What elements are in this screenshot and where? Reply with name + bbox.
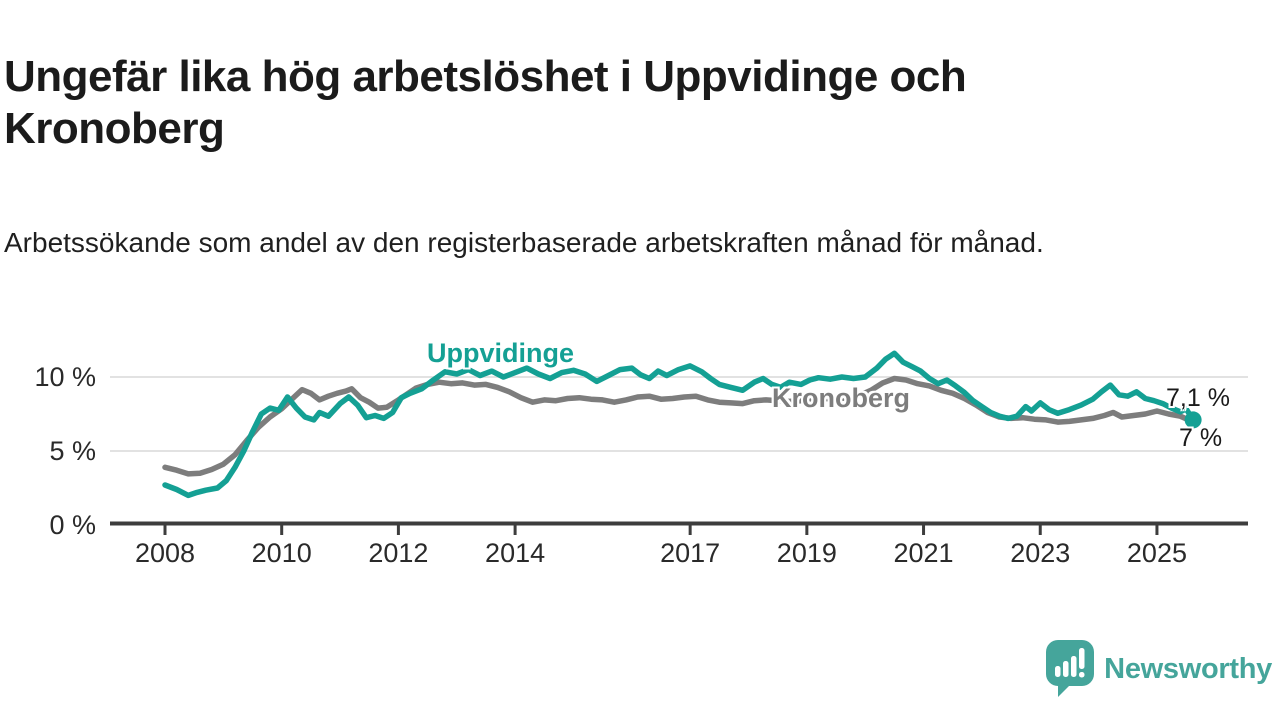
series-line-uppvidinge <box>162 350 1196 499</box>
y-tick-label-0: 0 % <box>49 510 96 540</box>
y-tick-label-10: 10 % <box>34 362 96 392</box>
series-label-uppvidinge: Uppvidinge <box>427 338 574 368</box>
x-tick-label-2014: 2014 <box>485 538 545 568</box>
newsworthy-wordmark: Newsworthy <box>1104 652 1272 685</box>
x-tick-label-2008: 2008 <box>135 538 195 568</box>
series-line-kronoberg <box>162 375 1195 477</box>
x-tick-label-2012: 2012 <box>368 538 428 568</box>
x-tick-label-2010: 2010 <box>252 538 312 568</box>
end-value-kronoberg: 7 % <box>1179 424 1223 452</box>
chart-subtitle: Arbetssökande som andel av den registerb… <box>4 227 1044 258</box>
x-tick-label-2021: 2021 <box>894 538 954 568</box>
series-label-kronoberg: Kronoberg <box>772 383 910 413</box>
page-title: Ungefär lika hög arbetslöshet i Uppvidin… <box>4 52 967 154</box>
x-tick-label-2019: 2019 <box>777 538 837 568</box>
y-tick-label-5: 5 % <box>49 436 96 466</box>
x-tick-label-2017: 2017 <box>660 538 720 568</box>
newsworthy-brand: Newsworthy <box>1046 640 1272 698</box>
newsworthy-logo-icon <box>1046 640 1095 697</box>
x-tick-label-2025: 2025 <box>1127 538 1187 568</box>
series-end-dot-uppvidinge <box>1184 411 1202 429</box>
x-tick-label-2023: 2023 <box>1010 538 1070 568</box>
end-value-uppvidinge: 7,1 % <box>1166 384 1230 412</box>
